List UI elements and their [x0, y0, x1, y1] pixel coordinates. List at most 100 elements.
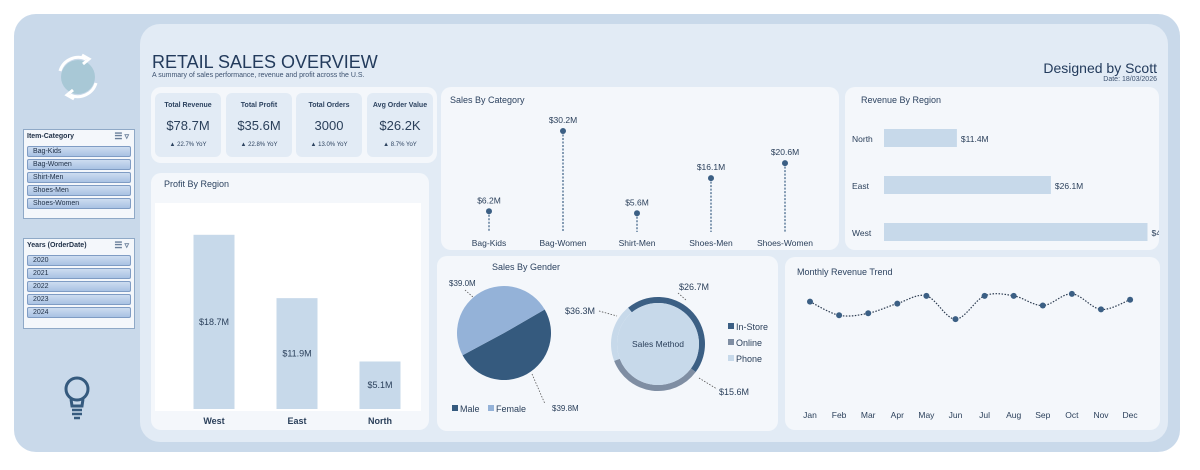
lollipop-point: [560, 128, 566, 135]
data-label: $5.6M: [625, 197, 649, 207]
data-point: [865, 310, 872, 317]
legend-swatch: [452, 405, 458, 411]
legend-label: Phone: [736, 354, 762, 364]
sales-by-category-card: Sales By Category $6.2M Bag-Kids $30.2M Bag…: [441, 87, 839, 250]
data-label: $26.7M: [679, 282, 709, 292]
kpi-label: Total Revenue: [164, 102, 212, 109]
slicer-item-2022[interactable]: 2022: [27, 281, 131, 292]
data-label: $20.6M: [771, 147, 799, 157]
lightbulb-icon[interactable]: [62, 375, 92, 423]
slicer-item-2024[interactable]: 2024: [27, 307, 131, 318]
revenue-by-region-card: Revenue By Region North $11.4M East $26.1M W…: [845, 87, 1159, 250]
lollipop-point: [634, 210, 640, 217]
legend-swatch: [728, 323, 734, 329]
tick-label: Jul: [979, 410, 990, 420]
lollipop-point: [486, 208, 492, 215]
data-label: $11.4M: [961, 134, 989, 144]
donut-center-label: Sales Method: [632, 339, 684, 349]
kpi-yoy: ▲ 13.0% YoY: [310, 142, 348, 148]
designer-credit: Designed by Scott: [1043, 60, 1157, 76]
lollipop-point: [782, 160, 788, 167]
bar: [359, 361, 401, 409]
tick-label: West: [852, 228, 872, 238]
years-slicer-title: Years (OrderDate) ☰▿: [27, 240, 131, 250]
tick-label: Shirt-Men: [619, 238, 656, 248]
tick-label: Sep: [1035, 410, 1050, 420]
data-point: [952, 316, 959, 323]
slicer-item-bag-women[interactable]: Bag-Women: [27, 159, 131, 170]
donut-slice: [628, 297, 705, 373]
slicer-item-bag-kids[interactable]: Bag-Kids: [27, 146, 131, 157]
revenue-by-region-chart: North $11.4M East $26.1M West $41.2M: [852, 129, 1159, 241]
kpi-yoy: ▲ 8.7% YoY: [383, 142, 417, 148]
page-subtitle: A summary of sales performance, revenue …: [152, 72, 365, 79]
data-point: [1068, 290, 1075, 297]
leader-line: [698, 377, 718, 390]
chart-title: Revenue By Region: [861, 95, 942, 105]
data-label: $39.0M: [449, 279, 476, 288]
tick-label: May: [918, 410, 935, 420]
category-slicer-title: Item-Category ☰▿: [27, 131, 131, 141]
bar: [884, 129, 957, 147]
slicer-item-shirt-men[interactable]: Shirt-Men: [27, 172, 131, 183]
tick-label: Bag-Kids: [472, 238, 507, 248]
series-line: [809, 293, 1131, 320]
data-point: [807, 298, 813, 305]
data-label: $18.7M: [199, 317, 229, 327]
legend-label: In-Store: [736, 322, 768, 332]
pie-slice: [462, 309, 551, 381]
leader-line: [598, 310, 618, 317]
data-label: $6.2M: [477, 195, 501, 205]
chart-title: Sales By Category: [450, 95, 525, 105]
page-title: RETAIL SALES OVERVIEW: [152, 52, 378, 72]
refresh-icon[interactable]: [52, 51, 104, 103]
profit-by-region-card: Profit By Region $18.7M West $11.9M East $5.…: [151, 173, 429, 430]
legend-label: Female: [496, 404, 526, 414]
multiselect-filter-icon[interactable]: ☰▿: [114, 131, 131, 141]
kpi-label: Total Orders: [308, 102, 350, 109]
kpi-value: 3000: [314, 118, 344, 133]
slicer-item-shoes-women[interactable]: Shoes-Women: [27, 198, 131, 209]
data-label: $39.8M: [552, 404, 579, 413]
donut-slice: [611, 307, 632, 361]
data-label: $41.2M: [1151, 228, 1159, 238]
slicer-item-2021[interactable]: 2021: [27, 268, 131, 279]
tick-label: Jun: [949, 410, 963, 420]
tick-label: Feb: [832, 410, 847, 420]
kpi-label: Avg Order Value: [372, 102, 428, 109]
tick-label: Mar: [861, 410, 876, 420]
sales-by-category-chart: $6.2M Bag-Kids $30.2M Bag-Women $5.6M Shirt-M…: [472, 115, 814, 248]
tick-label: Jan: [803, 410, 817, 420]
data-label: $26.1M: [1055, 181, 1083, 191]
tick-label: Bag-Women: [539, 238, 586, 248]
sales-by-gender-card: Sales By Gender $39.8M $39.0M Male Female Sa…: [437, 256, 778, 431]
tick-label: East: [852, 181, 870, 191]
multiselect-filter-icon[interactable]: ☰▿: [114, 240, 131, 250]
kpi-value: $26.2K: [379, 118, 421, 133]
legend-swatch: [728, 339, 734, 345]
data-point: [894, 300, 901, 307]
slicer-item-shoes-men[interactable]: Shoes-Men: [27, 185, 131, 196]
slicer-item-2023[interactable]: 2023: [27, 294, 131, 305]
data-label: $11.9M: [282, 349, 311, 359]
tick-label: Oct: [1065, 410, 1079, 420]
legend-swatch: [488, 405, 494, 411]
chart-title: Monthly Revenue Trend: [797, 267, 893, 277]
bar: [884, 176, 1051, 194]
chart-title: Sales By Gender: [492, 262, 561, 272]
slicer-item-2020[interactable]: 2020: [27, 255, 131, 266]
data-label: $5.1M: [367, 380, 392, 390]
tick-label: Aug: [1006, 410, 1021, 420]
monthly-revenue-chart: Jan Feb Mar Apr May Jun Jul Aug Sep Oct Nov Dec: [803, 290, 1138, 420]
kpi-yoy: ▲ 22.7% YoY: [169, 142, 207, 148]
leader-line: [464, 289, 475, 299]
category-slicer: Item-Category ☰▿ Bag-Kids Bag-Women Shir…: [23, 129, 135, 219]
data-point: [1127, 296, 1134, 303]
data-point: [836, 312, 843, 319]
lollipop-point: [708, 175, 714, 182]
kpi-avg-order-value: Avg Order Value $26.2K ▲ 8.7% YoY: [367, 93, 433, 157]
kpi-value: $35.6M: [237, 118, 281, 133]
data-point: [1098, 306, 1104, 313]
data-point: [923, 292, 930, 299]
tick-label: Shoes-Women: [757, 238, 813, 248]
